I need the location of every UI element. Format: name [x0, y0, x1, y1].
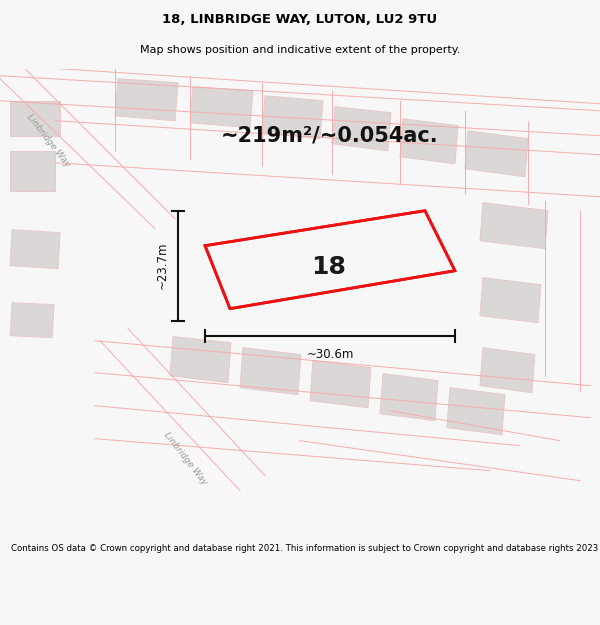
Polygon shape: [380, 374, 438, 421]
Polygon shape: [10, 230, 60, 269]
Polygon shape: [480, 202, 548, 249]
Polygon shape: [10, 302, 54, 338]
Text: 18, LINBRIDGE WAY, LUTON, LU2 9TU: 18, LINBRIDGE WAY, LUTON, LU2 9TU: [163, 13, 437, 26]
Polygon shape: [10, 101, 60, 136]
Text: Linbridge Way: Linbridge Way: [25, 112, 71, 169]
Text: 18: 18: [311, 255, 346, 279]
Polygon shape: [447, 388, 505, 434]
Polygon shape: [10, 151, 55, 191]
Polygon shape: [332, 107, 391, 151]
Polygon shape: [190, 87, 253, 128]
Polygon shape: [115, 79, 178, 121]
Polygon shape: [310, 361, 371, 408]
Polygon shape: [170, 337, 231, 382]
Text: Contains OS data © Crown copyright and database right 2021. This information is : Contains OS data © Crown copyright and d…: [11, 544, 600, 553]
Text: ~30.6m: ~30.6m: [307, 348, 353, 361]
Polygon shape: [95, 341, 285, 541]
Polygon shape: [480, 278, 541, 322]
Text: ~219m²/~0.054ac.: ~219m²/~0.054ac.: [221, 126, 439, 146]
Polygon shape: [480, 348, 535, 392]
Text: Map shows position and indicative extent of the property.: Map shows position and indicative extent…: [140, 44, 460, 54]
Text: Linbridge Way: Linbridge Way: [161, 431, 208, 487]
Polygon shape: [0, 69, 175, 241]
Polygon shape: [400, 119, 458, 164]
Polygon shape: [240, 348, 301, 394]
Text: ~23.7m: ~23.7m: [156, 242, 169, 289]
Polygon shape: [465, 131, 528, 177]
Polygon shape: [262, 96, 323, 139]
